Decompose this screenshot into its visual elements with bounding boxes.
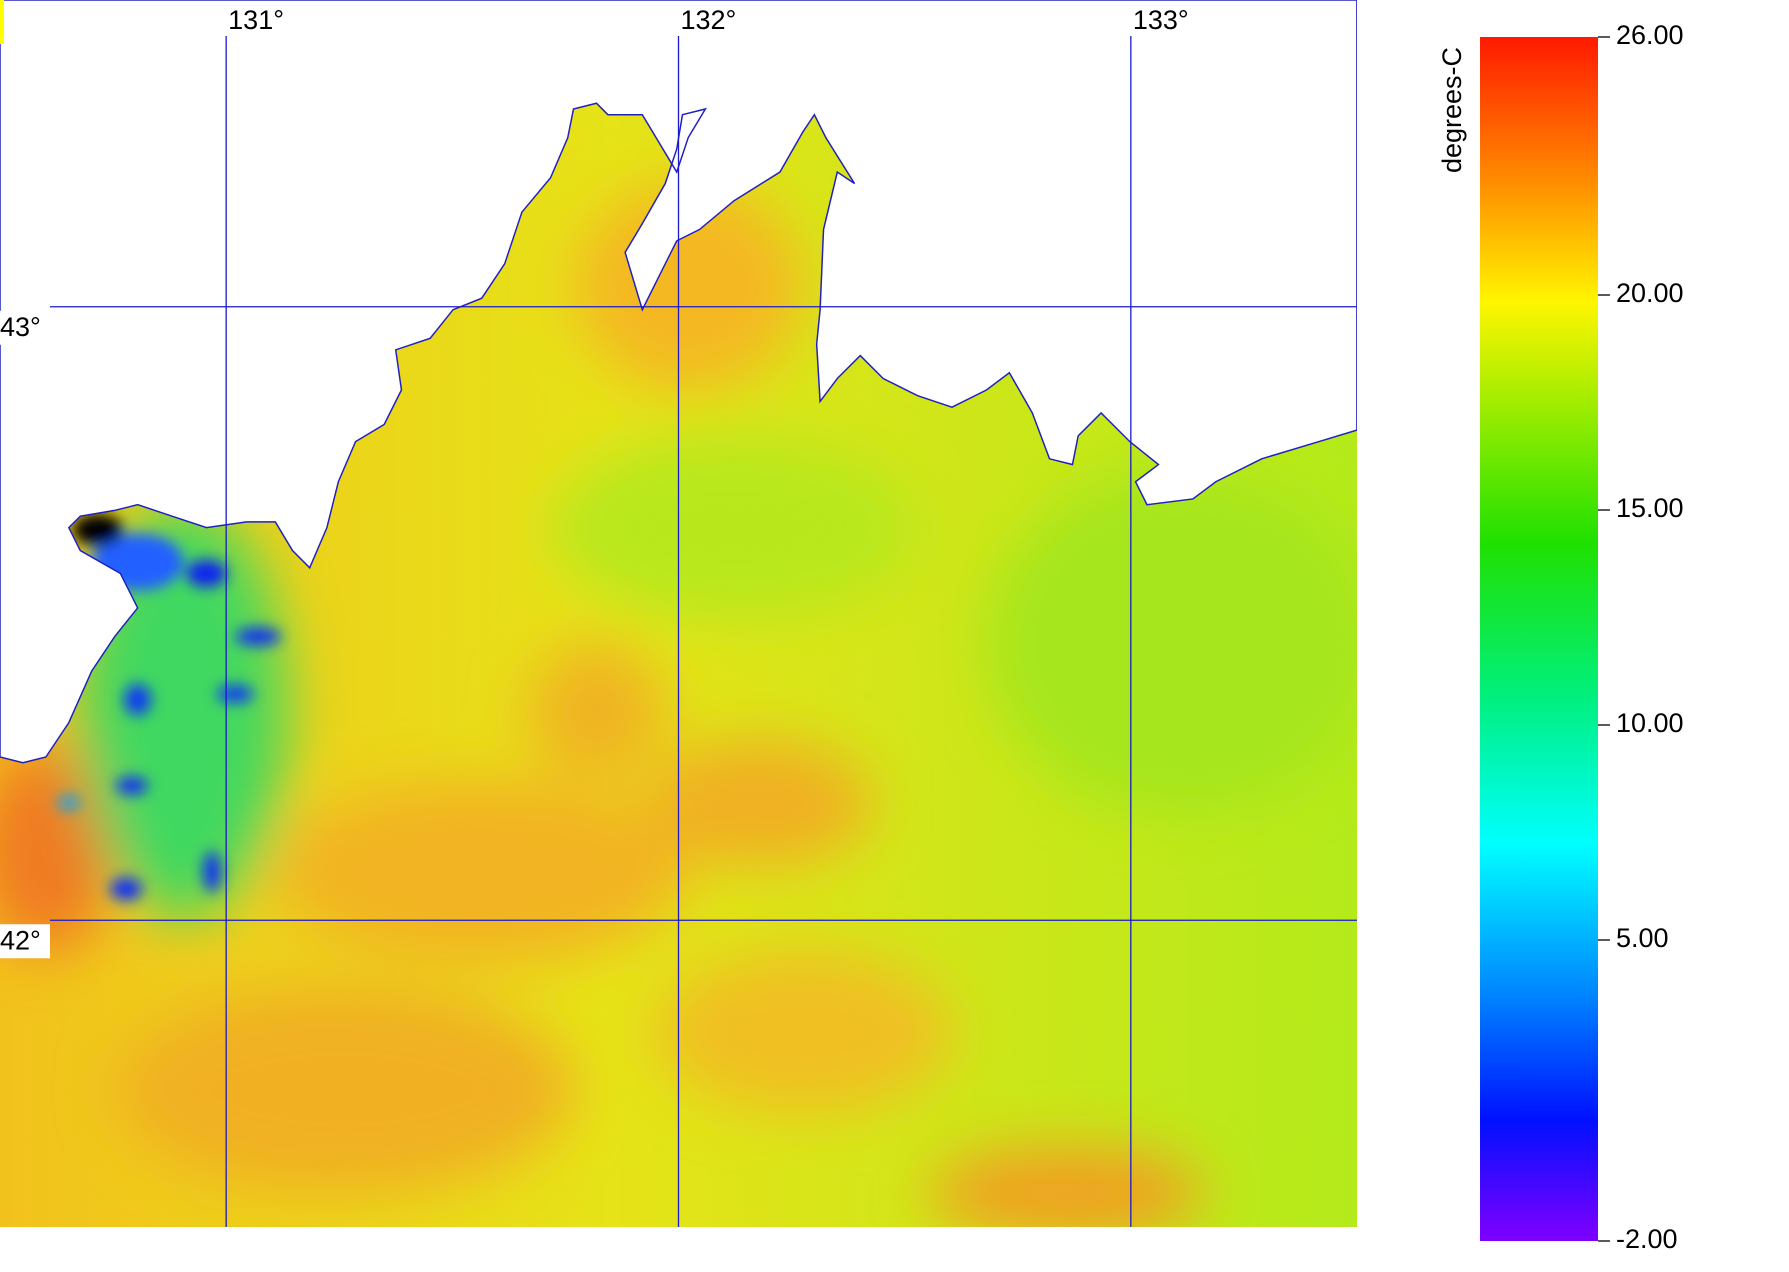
colorbar-label: degrees-C [1437, 47, 1467, 173]
latitude-label-bg [0, 924, 50, 959]
colorbar-tick-label: 5.00 [1616, 923, 1669, 953]
latitude-label: 42° [0, 925, 41, 955]
colorbar-tick-label: 26.00 [1616, 20, 1684, 50]
land [0, 0, 1357, 764]
colorbar-tick-label: 15.00 [1616, 493, 1684, 523]
colorbar-tick-label: 10.00 [1616, 708, 1684, 738]
colorbar-tick-label: 20.00 [1616, 278, 1684, 308]
longitude-label: 132° [681, 5, 737, 35]
latitude-label-bg [0, 310, 50, 345]
colorbar [1480, 37, 1598, 1241]
longitude-label: 133° [1133, 5, 1189, 35]
latitude-label: 43° [0, 312, 41, 342]
colorbar-tick-label: -2.00 [1616, 1224, 1678, 1254]
sst-field [0, 0, 1357, 1227]
corner-mark [0, 0, 4, 44]
longitude-label: 131° [228, 5, 284, 35]
